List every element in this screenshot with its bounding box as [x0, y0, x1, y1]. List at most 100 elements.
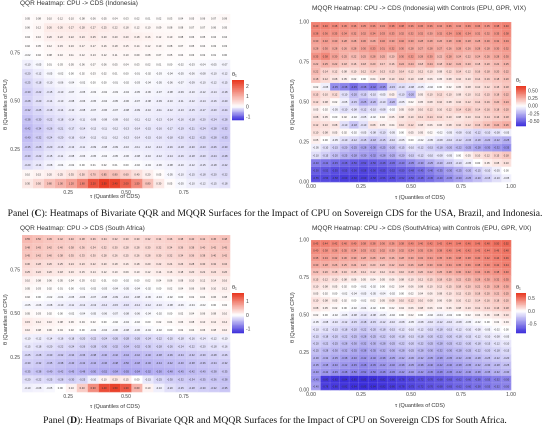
cell-value-label: 0.05	[113, 62, 119, 66]
cell-value-label: -0.14	[156, 145, 162, 149]
cell-value-label: -0.52	[494, 377, 500, 381]
cell-value-label: -0.42	[167, 361, 173, 365]
cell-value-label: -0.36	[167, 353, 173, 357]
cell-value-label: 0.32	[418, 31, 424, 35]
legend-gradient-step	[516, 314, 526, 316]
heatmap-cell	[472, 67, 483, 76]
heatmap-cell	[320, 136, 331, 145]
cell-value-label: 0.28	[351, 39, 357, 43]
cell-value-label: 0.12	[211, 320, 217, 324]
cell-value-label: -0.52	[360, 161, 366, 165]
cell-value-label: -0.10	[370, 108, 376, 112]
heatmap-cell	[142, 59, 154, 70]
cell-value-label: -0.42	[25, 126, 31, 130]
cell-value-label: -0.38	[418, 363, 424, 367]
cell-value-label: 0.03	[36, 287, 42, 291]
heatmap-cell	[406, 361, 417, 369]
cell-value-label: 0.17	[380, 62, 386, 66]
cell-value-label: 0.03	[189, 53, 195, 57]
heatmap-cell	[396, 375, 407, 384]
cell-value-label: 0.36	[447, 24, 453, 28]
cell-value-label: 0.30	[156, 181, 162, 185]
cell-value-label: 0.45	[36, 245, 42, 249]
heatmap-cell	[482, 75, 493, 84]
cell-value-label: 0.00	[332, 292, 338, 296]
cell-value-label: -0.08	[456, 320, 462, 324]
cell-value-label: 0.06	[47, 278, 53, 282]
cell-value-label: -0.10	[200, 81, 206, 85]
heatmap-cell	[434, 52, 445, 61]
cell-value-label: -0.02	[145, 287, 151, 291]
legend-gradient-step	[232, 297, 244, 299]
legend-gradient-step	[516, 315, 526, 318]
heatmap-cell	[415, 52, 426, 61]
cell-value-label: 0.22	[456, 62, 462, 66]
cell-value-label: -0.14	[46, 99, 52, 103]
heatmap-cell	[463, 318, 474, 327]
heatmap-cell	[43, 114, 56, 125]
cell-value-label: 0.02	[145, 278, 151, 282]
heatmap-cell	[368, 368, 378, 377]
heatmap-cell	[43, 268, 56, 277]
heatmap-cell	[54, 32, 67, 42]
heatmap-cell	[396, 90, 407, 99]
heatmap-cell	[219, 350, 231, 360]
cell-value-label: 0.38	[69, 245, 75, 249]
cell-value-label: -0.10	[465, 327, 471, 331]
heatmap-cell	[387, 22, 398, 30]
cell-value-label: 0.50	[36, 237, 42, 241]
heatmap-cell	[444, 268, 455, 277]
heatmap-cell	[186, 178, 198, 189]
cell-value-label: 0.40	[58, 245, 64, 249]
heatmap-cell	[501, 247, 512, 255]
cell-value-label: 0.10	[466, 77, 472, 81]
cell-value-label: 0.40	[80, 386, 86, 390]
cell-value-label: 0.01	[47, 62, 53, 66]
cell-value-label: -0.30	[370, 146, 376, 150]
x-tick-label: 1.00	[506, 392, 516, 398]
heatmap-cell	[65, 151, 78, 161]
heatmap-cell	[208, 50, 220, 61]
heatmap-cell	[32, 50, 45, 61]
heatmap-cell	[87, 78, 99, 88]
cell-value-label: 0.55	[25, 237, 31, 241]
heatmap-cell	[349, 67, 359, 76]
heatmap-cell	[425, 128, 436, 137]
heatmap-cell	[164, 358, 176, 368]
heatmap-cell	[339, 105, 350, 114]
cell-value-label: -0.25	[25, 81, 31, 85]
legend-gradient-step	[232, 329, 244, 331]
legend-gradient-step	[516, 110, 526, 112]
cell-value-label: 0.05	[456, 85, 462, 89]
cell-value-label: 0.08	[211, 312, 217, 316]
heatmap-cell	[463, 282, 474, 291]
cell-value-label: 0.22	[58, 35, 64, 39]
heatmap-cell	[501, 121, 512, 129]
cell-value-label: 0.04	[189, 312, 195, 316]
heatmap-cell	[109, 292, 121, 302]
heatmap-cell	[425, 90, 436, 99]
cell-value-label: -0.36	[79, 353, 85, 357]
cell-value-label: -0.25	[389, 153, 395, 157]
cell-value-label: -0.15	[408, 334, 414, 338]
heatmap-cell	[396, 275, 407, 284]
heatmap-cell	[463, 82, 474, 91]
heatmap-cell	[491, 82, 502, 91]
cell-value-label: -0.10	[408, 327, 414, 331]
heatmap-cell	[349, 375, 359, 384]
heatmap-cell	[65, 276, 78, 285]
cell-value-label: 0.32	[399, 249, 405, 253]
heatmap-cell	[197, 243, 209, 252]
cell-value-label: 0.05	[323, 306, 329, 310]
cell-value-label: -0.08	[351, 108, 357, 112]
heatmap-cell	[434, 247, 445, 255]
legend-gradient-step	[232, 109, 244, 111]
cell-value-label: -0.23	[200, 145, 206, 149]
cell-value-label: 0.18	[504, 115, 510, 119]
cell-value-label: -0.05	[68, 295, 74, 299]
cell-value-label: 0.44	[447, 242, 453, 246]
cell-value-label: 0.10	[313, 284, 319, 288]
heatmap-cell	[491, 174, 502, 183]
cell-value-label: 0.14	[156, 270, 162, 274]
cell-value-label: -0.35	[25, 369, 31, 373]
